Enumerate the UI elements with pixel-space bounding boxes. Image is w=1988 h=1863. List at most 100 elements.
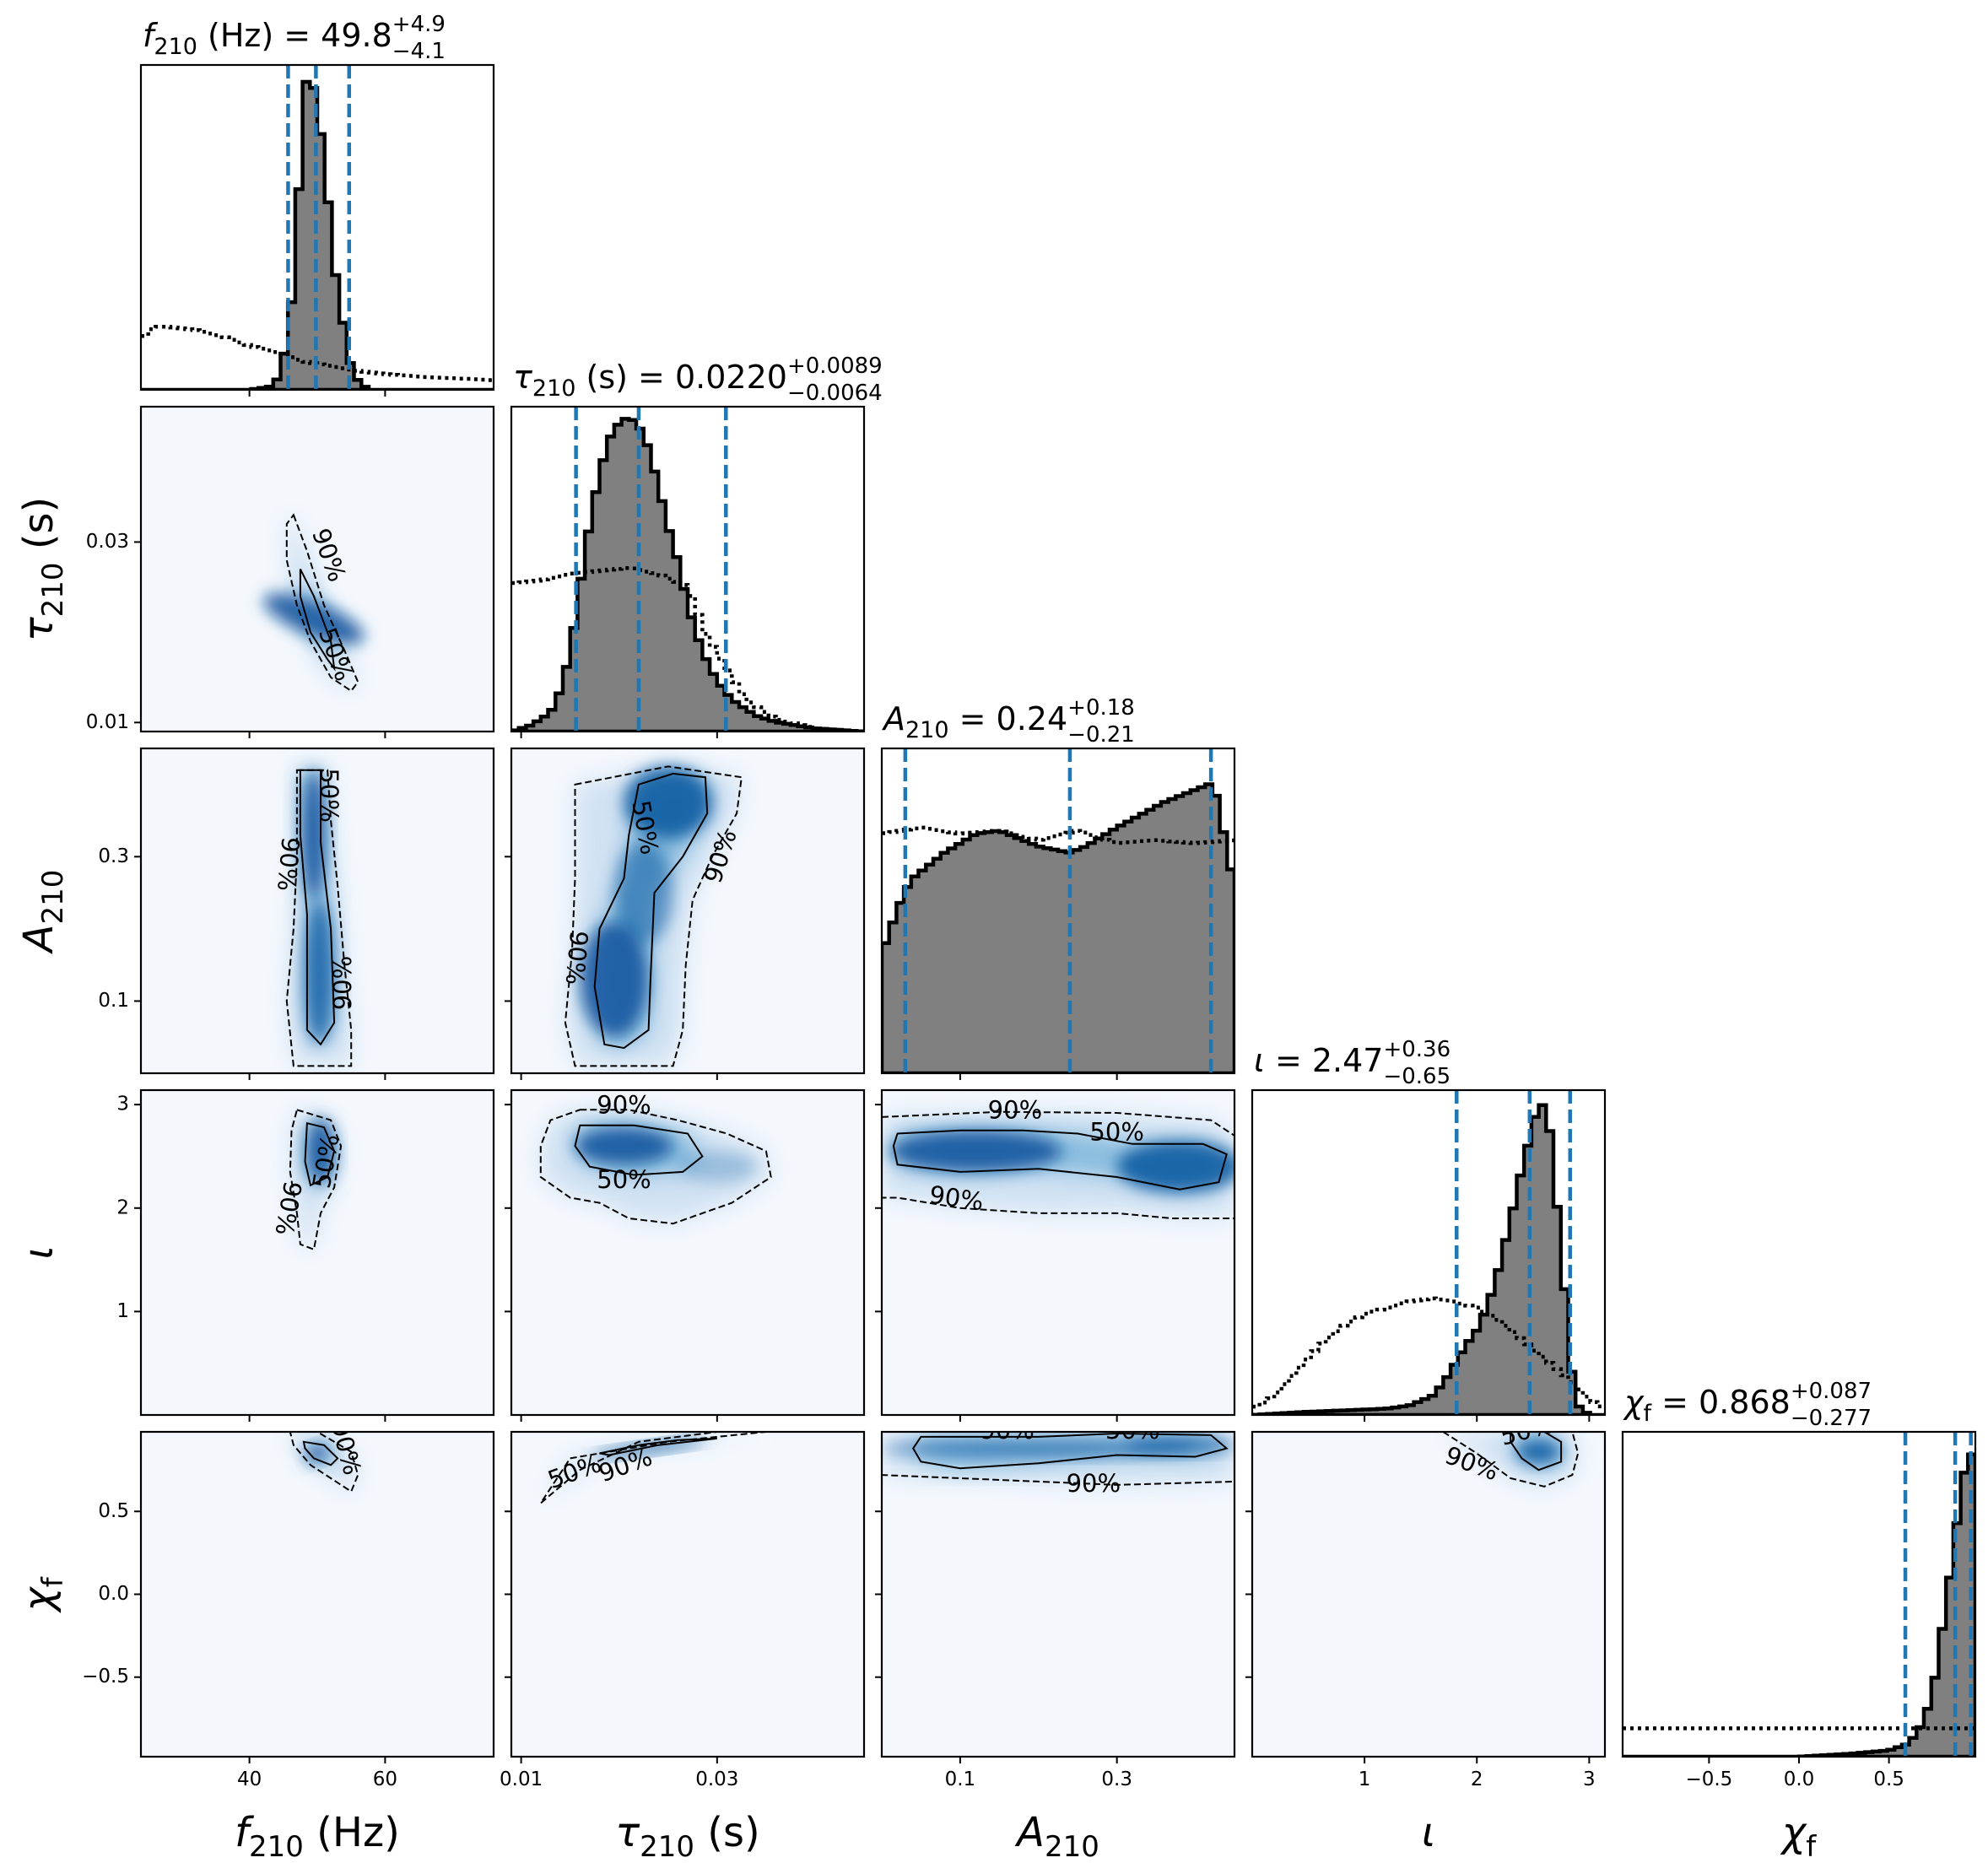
- title-minus: −0.277: [1791, 1406, 1872, 1431]
- contour-label: 90%: [1067, 1469, 1121, 1498]
- contour-50: [1510, 1432, 1563, 1472]
- panel-frame: [139, 63, 495, 392]
- title-minus: −0.65: [1383, 1064, 1450, 1089]
- panel-2d-iota-vs-tau210: 90% 50%: [505, 1088, 866, 1422]
- density-peak: [1124, 1436, 1234, 1454]
- panel-1d-tau210: [510, 405, 866, 738]
- panel-2d-A210-vs-f210: 50% 90% 90%: [134, 747, 495, 1080]
- density-peak: [889, 1130, 1062, 1172]
- contour-label: 90%: [988, 1096, 1042, 1125]
- y-axis-label-chif: χf: [15, 1576, 70, 1613]
- density-background: [1252, 1432, 1605, 1757]
- y-axis-label-A210: A210: [15, 870, 70, 955]
- y-tick-label: 2: [116, 1196, 129, 1218]
- x-tick-label: −0.5: [1685, 1768, 1732, 1790]
- x-tick-label: 60: [373, 1768, 397, 1790]
- density-peak: [304, 899, 335, 1045]
- contour-90: [539, 1109, 772, 1225]
- panel-frame: [510, 405, 866, 733]
- panel-frame: [510, 1088, 866, 1417]
- panel-2d-A210-vs-tau210: 50% 90%90%: [505, 747, 866, 1080]
- contour-label: 90%: [328, 956, 357, 1010]
- x-axis-label-tau210: τ210 (s): [615, 1809, 760, 1863]
- contour-label: 50%: [1089, 1117, 1143, 1146]
- y-tick-label: 0.3: [98, 845, 129, 867]
- x-tick-label: 0.5: [1873, 1768, 1904, 1790]
- panel-2d-chif-vs-f210: 90%: [134, 1430, 495, 1763]
- prior-histogram: [511, 566, 864, 732]
- x-tick-label: 0.0: [1784, 1768, 1815, 1790]
- panel-2d-tau210-vs-f210: 90%50%: [134, 405, 495, 738]
- contour-label: 90%: [272, 835, 305, 892]
- contour-50: [593, 772, 709, 1050]
- y-tick-label: 0.03: [86, 531, 129, 553]
- panel-2d-chif-vs-tau210: 50%90%: [505, 1430, 866, 1763]
- contour-90: [289, 1109, 343, 1251]
- panel-1d-iota: [1251, 1088, 1607, 1422]
- density-background: [882, 1432, 1234, 1757]
- title-minus: −4.1: [392, 39, 446, 64]
- contour-90: [289, 1432, 359, 1493]
- density-peak: [678, 1151, 757, 1183]
- x-axis-label-f210: f210 (Hz): [235, 1809, 400, 1863]
- contour-label: 50%: [597, 1165, 651, 1194]
- contour-label: 50%: [315, 768, 343, 822]
- x-axis-label-A210: A210: [1014, 1809, 1099, 1863]
- x-tick-label: 40: [237, 1768, 262, 1790]
- density-peak: [624, 766, 713, 839]
- contour-50: [304, 1121, 336, 1187]
- density-peak: [1116, 1141, 1234, 1193]
- density-peak: [1515, 1439, 1562, 1464]
- density-background: [511, 1432, 864, 1757]
- density-peak: [613, 842, 673, 943]
- x-tick-label: 2: [1471, 1768, 1483, 1790]
- contour-90: [882, 1110, 1234, 1219]
- prior-histogram: [1252, 1296, 1605, 1409]
- title-minus: −0.21: [1067, 722, 1135, 748]
- contour-50: [299, 769, 336, 1046]
- contour-50: [912, 1432, 1229, 1470]
- x-tick-label: 0.03: [695, 1768, 738, 1790]
- panel-title-chif: χf = 0.868+0.087: [1623, 1379, 1872, 1427]
- contour-90: [882, 1432, 1234, 1486]
- y-tick-label: 1: [116, 1300, 129, 1322]
- panel-frame: [880, 1088, 1236, 1417]
- x-tick-label: 0.1: [945, 1768, 976, 1790]
- panel-1d-chif: [1621, 1430, 1977, 1763]
- y-tick-label: 0.5: [98, 1500, 129, 1522]
- panel-title-tau210: τ210 (s) = 0.0220+0.0089: [513, 354, 883, 402]
- x-tick-label: 3: [1583, 1768, 1596, 1790]
- panel-frame: [880, 747, 1236, 1075]
- y-axis-label-tau210: τ210 (s): [15, 497, 70, 642]
- panel-frame: [1251, 1088, 1607, 1417]
- density-peak: [305, 1444, 330, 1463]
- title-minus: −0.0064: [787, 381, 883, 406]
- contour-50: [302, 1440, 339, 1466]
- contour-90: [564, 765, 743, 1067]
- density-peak: [882, 1439, 1196, 1457]
- contour-50: [599, 1437, 717, 1456]
- contour-90: [1441, 1432, 1580, 1488]
- density-background: [141, 407, 494, 732]
- panel-2d-chif-vs-iota: 50%90%: [1245, 1430, 1607, 1763]
- y-tick-label: 0.01: [86, 711, 129, 733]
- panel-frame: [139, 405, 495, 733]
- panel-1d-f210: [139, 63, 495, 397]
- x-tick-label: 0.01: [500, 1768, 543, 1790]
- contour-50: [299, 569, 336, 672]
- contour-label: 90%: [597, 1091, 651, 1120]
- contour-label: 50%: [1105, 1416, 1159, 1444]
- panel-title-iota: ι = 2.47+0.36: [1254, 1037, 1450, 1079]
- prior-histogram: [882, 825, 1234, 845]
- density-outer: [286, 515, 359, 691]
- panel-1d-A210: [880, 747, 1236, 1080]
- panel-frame: [139, 1088, 495, 1417]
- y-tick-label: 3: [116, 1094, 129, 1115]
- panel-frame: [510, 747, 866, 1075]
- contour-90: [285, 769, 353, 1067]
- x-tick-label: 0.3: [1101, 1768, 1132, 1790]
- y-tick-label: 0.1: [98, 990, 129, 1012]
- y-axis-label-iota: ι: [15, 1245, 62, 1259]
- x-tick-label: 1: [1359, 1768, 1371, 1790]
